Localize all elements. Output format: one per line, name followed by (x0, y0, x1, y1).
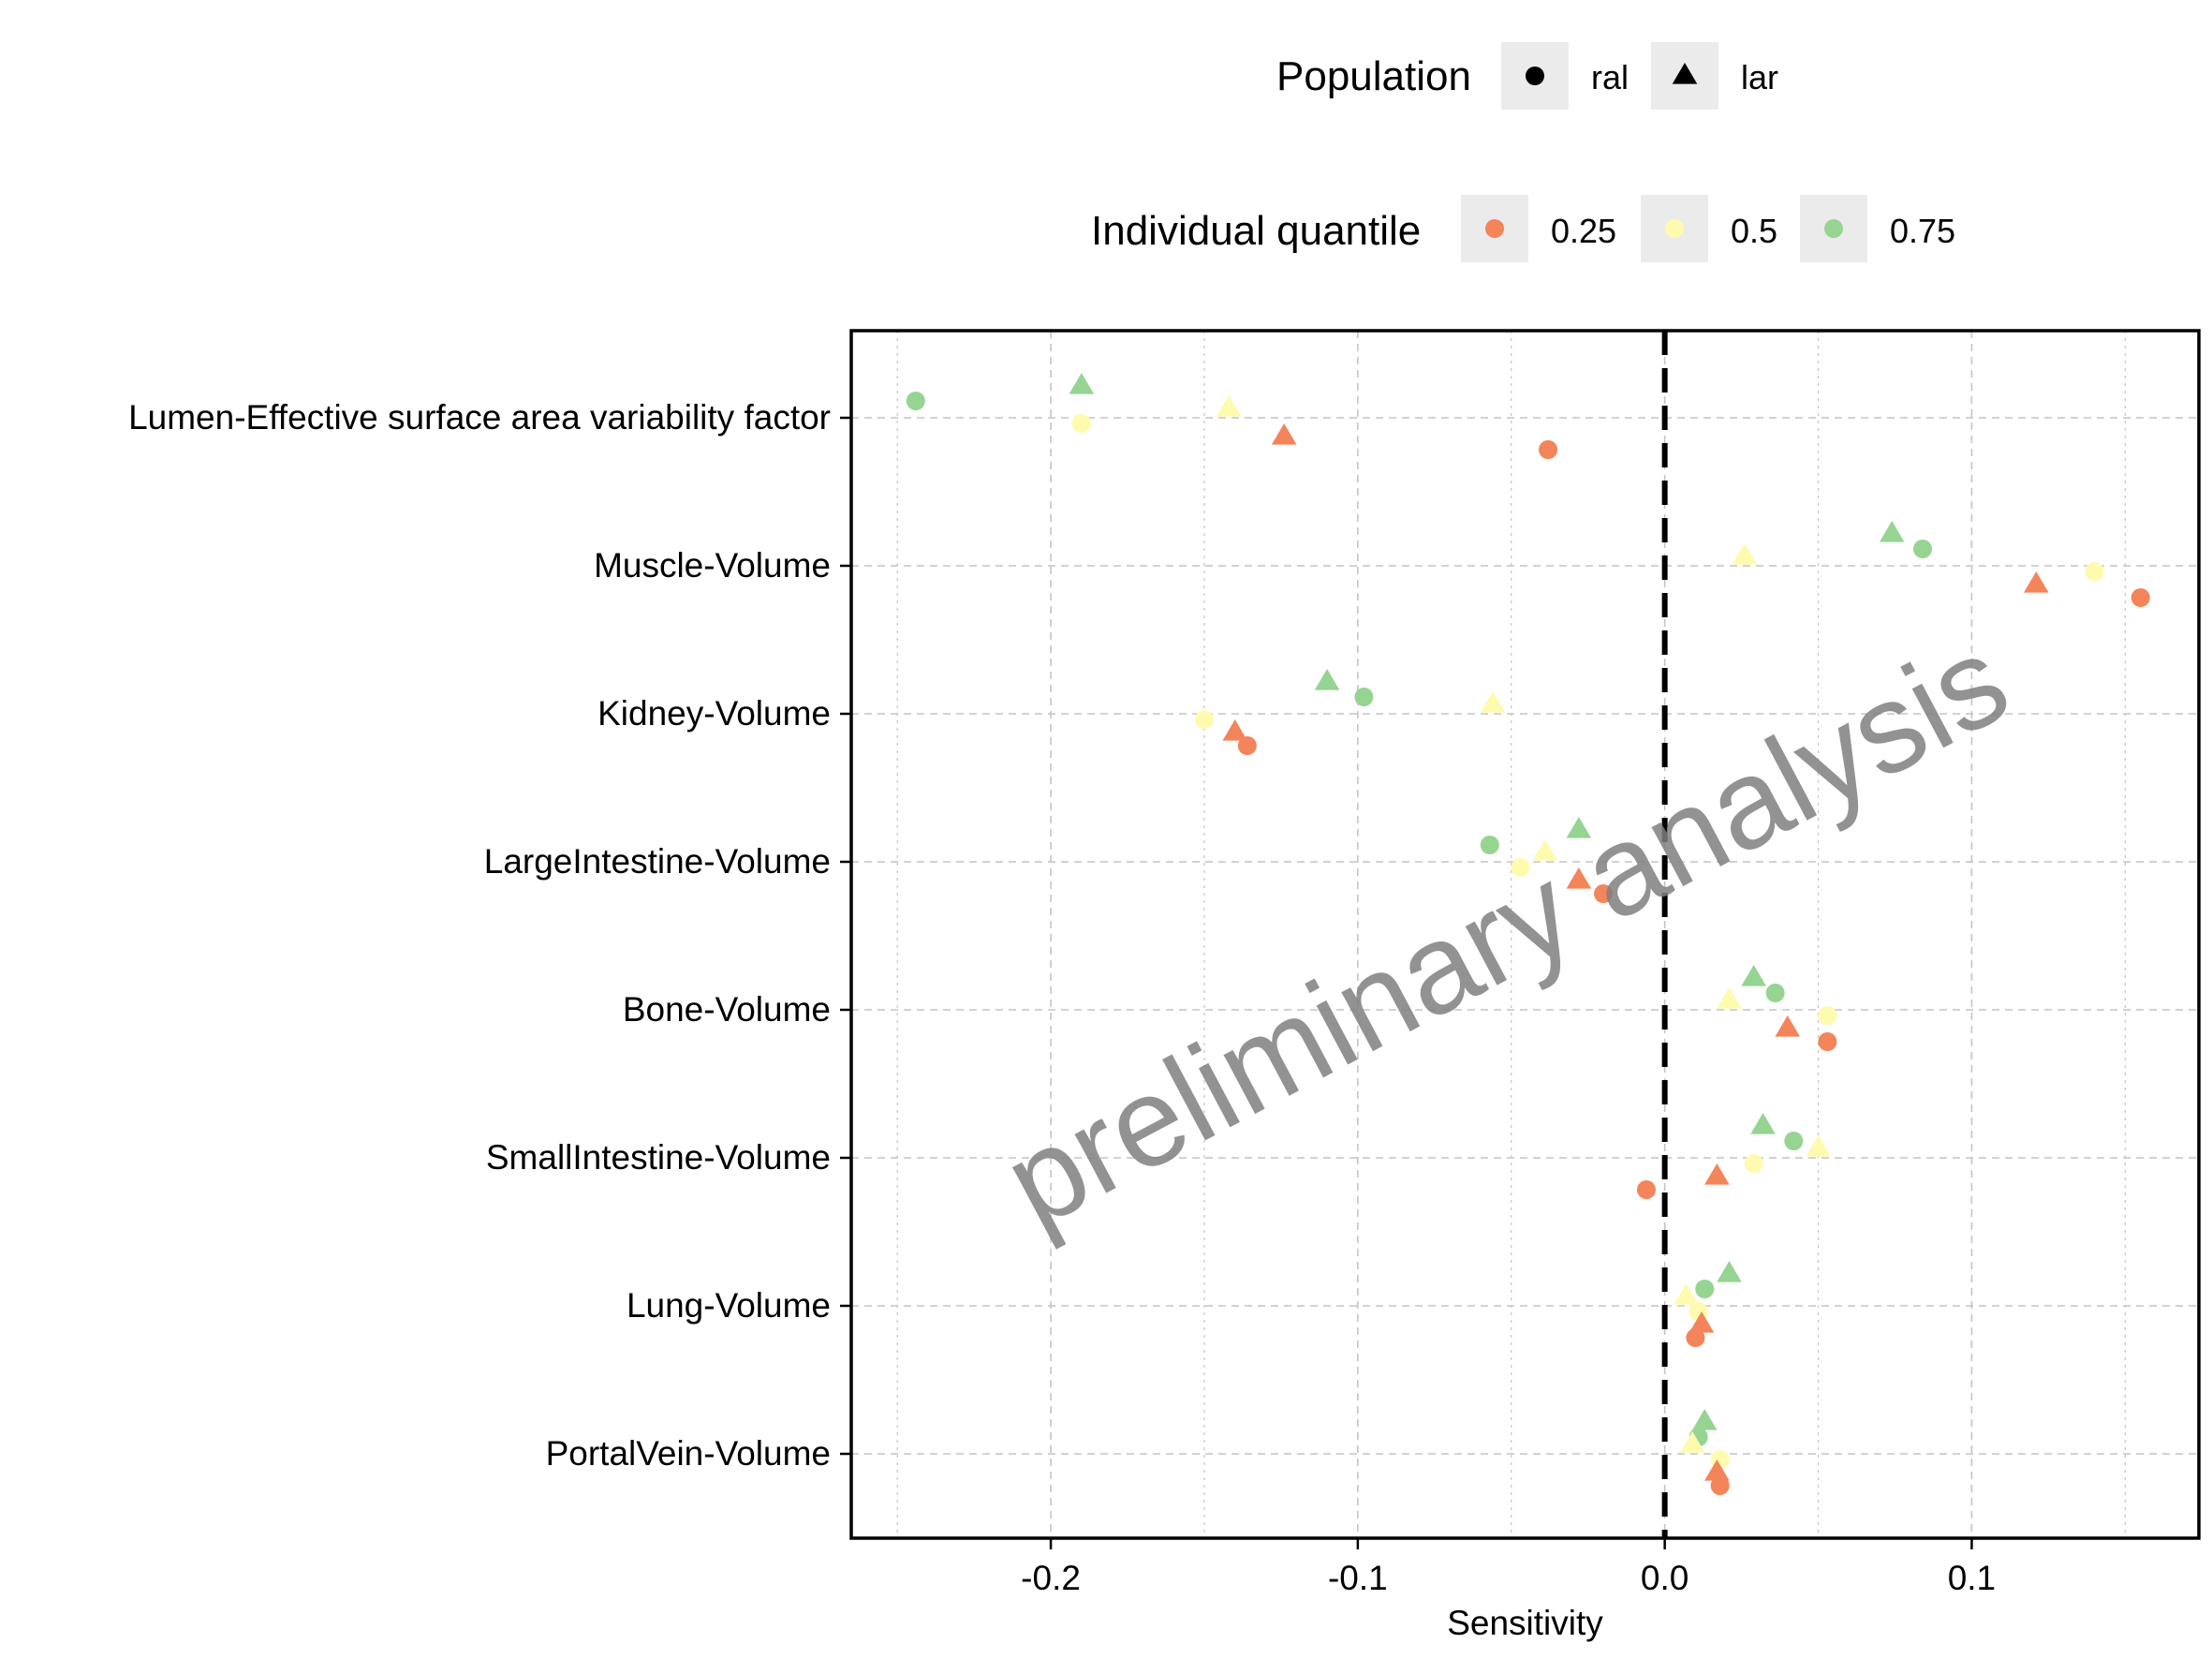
point-lar-q0.5 (1806, 1135, 1831, 1157)
point-ral-q0.5 (1744, 1154, 1763, 1173)
legend-population-label: lar (1741, 58, 1778, 96)
y-tick-label: SmallIntestine-Volume (486, 1138, 831, 1177)
point-lar-q0.75 (1717, 1261, 1742, 1282)
point-ral-q0.25 (1594, 884, 1614, 903)
point-lar-q0.75 (1750, 1113, 1776, 1134)
point-ral-q0.5 (1071, 414, 1091, 433)
y-tick-label: Lumen-Effective surface area variability… (128, 398, 831, 437)
watermark: preliminary analysis (982, 608, 2029, 1254)
point-lar-q0.5 (1679, 1431, 1705, 1453)
point-ral-q0.75 (906, 392, 925, 410)
legend-quantile-label: 0.5 (1731, 212, 1777, 250)
point-ral-q0.25 (1818, 1032, 1837, 1051)
point-ral-q0.25 (1710, 1476, 1730, 1495)
point-lar-q0.75 (1566, 817, 1592, 838)
plot-panel-border (849, 329, 2201, 1540)
point-lar-q0.25 (1688, 1311, 1715, 1333)
point-ral-q0.25 (2131, 588, 2150, 607)
legend-population-title: Population (1276, 53, 1471, 99)
point-ral-q0.75 (1784, 1132, 1804, 1150)
point-lar-q0.25 (2023, 571, 2049, 593)
point-ral-q0.75 (1354, 688, 1374, 706)
point-ral-q0.5 (2085, 562, 2104, 581)
legend-quantile-label: 0.75 (1890, 212, 1955, 250)
point-lar-q0.75 (1691, 1409, 1718, 1430)
point-ral-q0.75 (1480, 836, 1499, 854)
legend-color-swatch (1485, 219, 1504, 238)
point-lar-q0.5 (1216, 395, 1242, 417)
point-ral-q0.75 (1765, 984, 1785, 1002)
y-tick-label: LargeIntestine-Volume (484, 842, 831, 881)
x-tick-label: -0.1 (1328, 1559, 1388, 1597)
point-lar-q0.75 (1069, 373, 1095, 394)
legend-circle-icon (1526, 67, 1544, 85)
legend-color-swatch (1665, 219, 1684, 238)
y-tick-label: Muscle-Volume (594, 546, 831, 585)
point-lar-q0.25 (1704, 1459, 1730, 1481)
point-ral-q0.25 (1539, 440, 1558, 459)
y-tick-label: PortalVein-Volume (546, 1434, 831, 1473)
point-ral-q0.25 (1636, 1180, 1656, 1199)
point-lar-q0.25 (1222, 719, 1248, 741)
point-lar-q0.75 (1741, 965, 1767, 986)
x-axis-title: Sensitivity (1447, 1604, 1603, 1642)
legend-population-label: ral (1591, 58, 1629, 96)
point-ral-q0.25 (1237, 736, 1257, 755)
y-axis: Lumen-Effective surface area variability… (128, 398, 851, 1473)
point-ral-q0.75 (1912, 540, 1932, 558)
legend-quantile-title: Individual quantile (1091, 208, 1421, 254)
legend: Population ral lar Individual quantile 0.25 0… (1091, 42, 1955, 262)
point-lar-q0.75 (1314, 669, 1340, 690)
point-lar-q0.5 (1732, 543, 1758, 565)
point-lar-q0.25 (1704, 1163, 1730, 1185)
legend-quantile-label: 0.25 (1551, 212, 1616, 250)
point-lar-q0.5 (1717, 987, 1742, 1009)
point-lar-q0.25 (1566, 867, 1592, 889)
point-lar-q0.25 (1271, 423, 1297, 445)
point-lar-q0.5 (1480, 691, 1506, 713)
legend-triangle-icon (1672, 63, 1698, 84)
point-ral-q0.5 (1818, 1006, 1837, 1025)
point-ral-q0.25 (1686, 1328, 1705, 1347)
y-tick-label: Lung-Volume (627, 1286, 831, 1325)
point-lar-q0.75 (1879, 521, 1905, 542)
legend-color-swatch (1824, 219, 1843, 238)
point-lar-q0.5 (1532, 839, 1558, 861)
point-lar-q0.5 (1674, 1283, 1699, 1305)
x-tick-label: 0.0 (1641, 1559, 1688, 1597)
y-tick-label: Kidney-Volume (597, 694, 831, 733)
x-axis: -0.2 -0.1 0.0 0.1 (1021, 1538, 1996, 1597)
x-tick-label: 0.1 (1948, 1559, 1996, 1597)
point-ral-q0.75 (1695, 1280, 1715, 1298)
y-tick-label: Bone-Volume (623, 990, 831, 1029)
point-ral-q0.5 (1511, 858, 1530, 877)
x-tick-label: -0.2 (1021, 1559, 1081, 1597)
point-lar-q0.25 (1775, 1015, 1801, 1037)
data-points (906, 373, 2150, 1495)
point-ral-q0.5 (1194, 710, 1214, 729)
